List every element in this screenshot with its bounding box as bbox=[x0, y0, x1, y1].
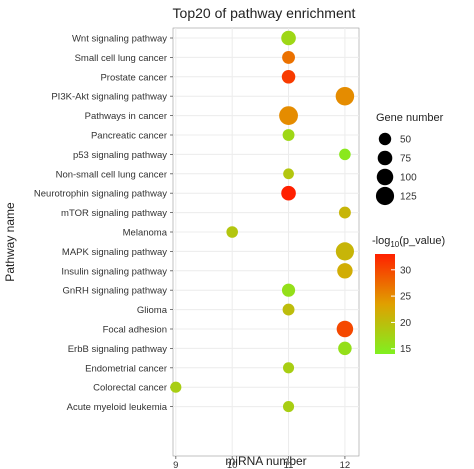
data-point bbox=[282, 401, 295, 413]
data-point bbox=[281, 185, 296, 201]
color-legend-bar bbox=[375, 254, 395, 354]
y-tick-label: MAPK signaling pathway bbox=[62, 247, 167, 258]
size-legend-dot bbox=[376, 168, 394, 186]
size-legend-label: 100 bbox=[400, 173, 417, 184]
size-legend-label: 50 bbox=[400, 135, 412, 146]
data-point bbox=[337, 263, 353, 279]
data-point bbox=[282, 362, 295, 374]
color-legend-label: 25 bbox=[400, 292, 412, 303]
data-point bbox=[336, 320, 354, 338]
y-tick-label: ErbB signaling pathway bbox=[68, 344, 168, 355]
data-point bbox=[338, 206, 351, 219]
color-legend-title-subscript: 10 bbox=[390, 240, 399, 249]
data-point bbox=[226, 226, 238, 238]
size-legend-label: 125 bbox=[400, 192, 417, 203]
y-tick-label: GnRH signaling pathway bbox=[62, 286, 167, 297]
data-point bbox=[170, 381, 182, 393]
data-point bbox=[281, 70, 296, 84]
size-legend-dot bbox=[378, 132, 392, 146]
data-point bbox=[283, 168, 294, 180]
y-tick-label: Colorectal cancer bbox=[93, 383, 167, 394]
y-tick-label: Acute myeloid leukemia bbox=[67, 402, 168, 413]
x-tick-label: 10 bbox=[227, 460, 238, 469]
y-tick-label: Pancreatic cancer bbox=[91, 131, 167, 142]
y-tick-label: Wnt signaling pathway bbox=[72, 34, 167, 45]
color-legend-title-prefix: -log bbox=[372, 235, 390, 247]
data-point bbox=[281, 283, 296, 297]
data-point bbox=[279, 106, 298, 125]
y-tick-label: Focal adhesion bbox=[103, 325, 167, 336]
y-tick-label: Neurotrophin signaling pathway bbox=[34, 189, 167, 200]
data-point bbox=[281, 30, 296, 46]
color-legend-title: -log10(p_value) bbox=[372, 235, 445, 249]
data-point bbox=[282, 50, 295, 64]
data-point bbox=[339, 148, 351, 161]
data-point bbox=[282, 129, 295, 141]
x-axis-label: miRNA number bbox=[225, 454, 306, 468]
data-point bbox=[282, 303, 295, 316]
chart-title: Top20 of pathway enrichment bbox=[173, 5, 356, 21]
size-legend-label: 75 bbox=[400, 154, 412, 165]
color-legend-label: 20 bbox=[400, 318, 412, 329]
y-tick-label: Non-small cell lung cancer bbox=[56, 169, 167, 180]
data-point bbox=[335, 86, 355, 106]
y-tick-label: Prostate cancer bbox=[100, 72, 167, 83]
x-tick-label: 11 bbox=[284, 460, 294, 469]
y-tick-label: Glioma bbox=[137, 305, 168, 316]
plot-panel bbox=[172, 27, 360, 457]
x-tick-label: 12 bbox=[340, 460, 351, 469]
y-tick-label: p53 signaling pathway bbox=[73, 150, 167, 161]
size-legend-dot bbox=[377, 150, 393, 166]
y-axis-label: Pathway name bbox=[3, 202, 17, 282]
y-tick-label: Pathways in cancer bbox=[85, 111, 167, 122]
y-tick-label: Small cell lung cancer bbox=[75, 53, 167, 64]
size-legend-title: Gene number bbox=[376, 112, 444, 124]
y-tick-label: Endometrial cancer bbox=[85, 363, 167, 374]
x-tick-label: 9 bbox=[173, 460, 178, 469]
data-points bbox=[170, 30, 355, 413]
data-point bbox=[335, 242, 354, 261]
y-tick-label: mTOR signaling pathway bbox=[61, 208, 167, 219]
color-legend-label: 30 bbox=[400, 265, 412, 276]
data-point bbox=[338, 341, 352, 356]
color-legend: -log10(p_value) 30 25 20 15 bbox=[372, 235, 445, 355]
y-axis-ticks: Wnt signaling pathway Small cell lung can… bbox=[34, 34, 173, 413]
x-axis-ticks: 9 10 11 12 bbox=[173, 456, 350, 469]
color-legend-label: 15 bbox=[400, 344, 412, 355]
size-legend-dot bbox=[375, 186, 395, 206]
y-tick-label: Melanoma bbox=[123, 228, 168, 239]
color-legend-title-suffix: (p_value) bbox=[399, 235, 445, 247]
size-legend: Gene number 50 75 100 125 bbox=[375, 112, 444, 206]
y-tick-label: Insulin signaling pathway bbox=[61, 266, 167, 277]
y-tick-label: PI3K-Akt signaling pathway bbox=[51, 92, 167, 103]
grid-lines bbox=[173, 28, 359, 456]
